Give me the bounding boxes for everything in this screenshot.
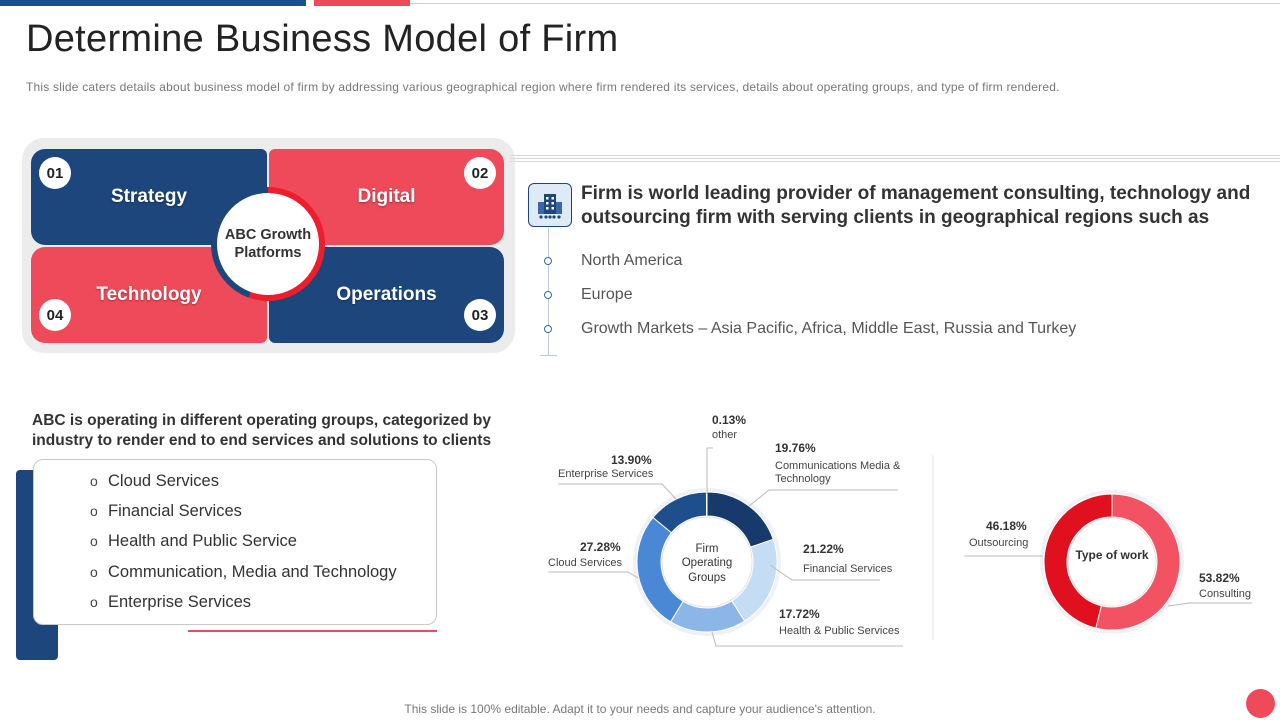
- timeline-cap: [540, 355, 557, 356]
- slide-title: Determine Business Model of Firm: [26, 18, 619, 60]
- list-bullet: o: [90, 533, 98, 549]
- donut-slice: [652, 491, 708, 534]
- data-label-outsourcing-pct: 46.18%: [986, 519, 1027, 533]
- data-label-other-pct: 0.13%: [712, 413, 747, 427]
- data-label-enterprise-pct: 13.90%: [611, 453, 652, 467]
- data-label-cmt: Communications Media & Technology: [775, 460, 901, 486]
- footer-note: This slide is 100% editable. Adapt it to…: [404, 702, 876, 716]
- region-growth-markets: Growth Markets – Asia Pacific, Africa, M…: [581, 320, 1077, 337]
- donut-slice: [706, 491, 774, 548]
- quad-label-technology: Technology: [96, 284, 202, 305]
- operating-groups-heading: ABC is operating in different operating …: [32, 412, 492, 450]
- decorative-stripes: [510, 155, 1280, 164]
- donut1-center-label: Firm Operating Groups: [681, 543, 733, 584]
- quad-number-02: 02: [464, 157, 496, 189]
- data-label-health-pct: 17.72%: [779, 607, 820, 621]
- list-item: o Cloud Services: [90, 472, 219, 491]
- quad-number-04: 04: [39, 299, 71, 331]
- building-icon: [528, 183, 572, 227]
- quad-label-digital: Digital: [357, 186, 416, 207]
- service-label: Financial Services: [108, 502, 242, 520]
- donut-slice: [669, 600, 746, 633]
- data-label-financial-pct: 21.22%: [803, 542, 844, 556]
- data-label-cloud: Cloud Services: [548, 557, 622, 569]
- quad-label-strategy: Strategy: [110, 186, 188, 207]
- list-bullet: o: [90, 594, 98, 610]
- quad-number-01: 01: [39, 157, 71, 189]
- list-red-underline: [188, 630, 437, 632]
- data-label-cloud-pct: 27.28%: [580, 540, 621, 554]
- top-accent-bar-red: [314, 0, 410, 6]
- quad-number-03: 03: [464, 299, 496, 331]
- list-bullet: o: [90, 564, 98, 580]
- hub-label: ABC Growth Platforms: [217, 193, 319, 295]
- data-label-outsourcing: Outsourcing: [969, 537, 1029, 549]
- data-label-cmt-pct: 19.76%: [775, 441, 816, 455]
- region-north-america: North America: [581, 252, 683, 269]
- top-accent-bar-blue: [0, 0, 306, 6]
- list-item: o Communication, Media and Technology: [90, 563, 397, 582]
- service-label: Health and Public Service: [108, 532, 297, 550]
- service-label: Enterprise Services: [108, 593, 252, 611]
- list-bullet: o: [90, 503, 98, 519]
- slide-subtitle: This slide caters details about business…: [26, 80, 1060, 94]
- service-label: Cloud Services: [108, 472, 219, 490]
- data-label-other: other: [712, 429, 738, 441]
- region-bullet: [544, 325, 552, 333]
- list-item: o Health and Public Service: [90, 532, 297, 551]
- data-label-consulting-pct: 53.82%: [1199, 571, 1240, 585]
- list-item: o Financial Services: [90, 502, 242, 521]
- service-label: Communication, Media and Technology: [108, 563, 397, 581]
- data-label-financial: Financial Services: [803, 563, 893, 575]
- top-rule: [410, 3, 1280, 4]
- donut2-center-label: Type of work: [1075, 548, 1149, 562]
- data-label-health: Health & Public Services: [779, 625, 900, 637]
- donut-slice: [705, 491, 708, 517]
- services-list-box: [33, 459, 437, 625]
- list-bullet: o: [90, 473, 98, 489]
- quad-label-operations: Operations: [336, 284, 437, 305]
- firm-description: Firm is world leading provider of manage…: [581, 183, 1251, 228]
- list-item: o Enterprise Services: [90, 593, 251, 612]
- data-label-consulting: Consulting: [1199, 588, 1251, 600]
- region-bullet: [544, 257, 552, 265]
- corner-dot: [1246, 689, 1275, 718]
- region-bullet: [544, 291, 552, 299]
- data-label-enterprise: Enterprise Services: [558, 468, 654, 480]
- region-europe: Europe: [581, 286, 633, 303]
- quad-operations: Operations: [269, 247, 504, 343]
